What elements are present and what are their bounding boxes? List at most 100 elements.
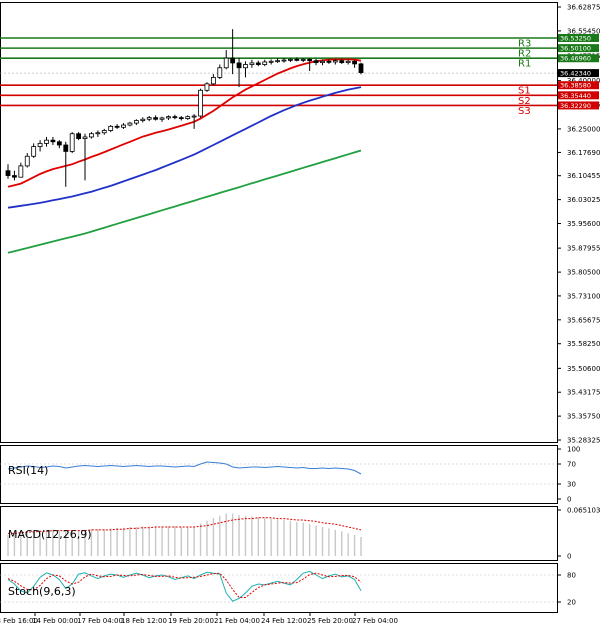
candle-body	[210, 77, 216, 85]
candle-body	[326, 60, 332, 63]
candle-body	[198, 89, 203, 117]
price-tick-label: 35.58250	[567, 340, 600, 348]
stoch-k-line	[7, 570, 362, 602]
time-tick-label: 18 Feb 12:00	[121, 617, 167, 625]
candle-body	[307, 58, 313, 62]
candle-body	[89, 133, 94, 138]
time-tick-label: 19 Feb 20:00	[168, 617, 214, 625]
candle-body	[121, 124, 126, 128]
price-tick-label: 36.10455	[567, 172, 600, 180]
level-tag-bg	[558, 44, 599, 53]
level-tag-bg	[558, 81, 599, 90]
rsi-plot	[0, 461, 557, 485]
candle-body	[82, 136, 88, 139]
candle-body	[12, 175, 17, 178]
candle-body	[172, 116, 178, 119]
level-name-s1: S1	[518, 86, 531, 97]
candle-body	[236, 62, 242, 69]
candle-body	[69, 133, 75, 152]
stoch-plot	[0, 570, 557, 603]
ma-mid-line	[7, 86, 362, 209]
rsi-tick-label: 100	[567, 446, 580, 454]
level-tag-bg	[558, 101, 599, 110]
macd-pane-frame	[0, 506, 558, 561]
rsi-line	[7, 461, 362, 475]
time-tick-label: 27 Feb 04:00	[352, 617, 398, 625]
candle-body	[217, 67, 223, 78]
price-tick-label: 36.25000	[567, 125, 600, 133]
macd-label: MACD(12,26,9)	[8, 528, 92, 541]
price-tick-label: 36.03025	[567, 196, 600, 204]
time-tick-label: 24 Feb 12:00	[261, 617, 307, 625]
candle-body	[281, 59, 287, 62]
price-axes: 36.6287536.5545036.4771536.4000036.32565…	[557, 4, 600, 607]
candle-body	[204, 83, 210, 91]
current-price-tag-bg	[558, 69, 599, 78]
time-tick-label: 13 Feb 16:00	[0, 617, 38, 625]
level-tag-label: 36.35440	[560, 92, 591, 100]
level-tag-label: 36.32290	[560, 102, 591, 110]
main-pane-frame	[0, 2, 558, 443]
rsi-tick-label: 70	[567, 461, 576, 469]
candle-body	[5, 170, 11, 176]
candle-body	[31, 146, 37, 157]
ma-slow-line	[7, 149, 362, 254]
stoch-label: Stoch(9,6,3)	[8, 585, 76, 598]
candle-body	[249, 62, 255, 65]
candle-body	[127, 122, 133, 126]
price-tick-label: 35.87955	[567, 245, 600, 253]
candle-body	[262, 61, 268, 65]
level-tag-label: 36.53250	[560, 34, 591, 42]
candle-body	[275, 60, 280, 63]
price-tick-label: 35.95600	[567, 220, 600, 228]
candle-body	[101, 130, 107, 134]
level-tag-label: 36.50100	[560, 45, 591, 53]
candle-body	[352, 60, 357, 65]
level-name-s3: S3	[518, 106, 531, 117]
stoch-tick-label: 20	[567, 599, 576, 607]
ma-fast-line	[7, 58, 362, 188]
time-tick-label: 25 Feb 20:00	[307, 617, 353, 625]
current-price-tag-label: 36.42340	[560, 70, 591, 78]
level-tag-bg	[558, 54, 599, 63]
candle-body	[140, 118, 146, 121]
candle-body	[313, 60, 319, 64]
candle-body	[223, 57, 229, 69]
stoch-pane-frame	[0, 563, 558, 613]
rsi-tick-label: 30	[567, 481, 576, 489]
time-tick-label: 21 Feb 04:00	[214, 617, 260, 625]
candle-body	[133, 120, 139, 124]
candle-body	[191, 115, 197, 118]
stoch-d-line	[7, 572, 362, 598]
price-tick-label: 35.28325	[567, 437, 600, 445]
candle-body	[95, 132, 101, 135]
level-name-r2: R2	[518, 49, 531, 60]
candle-body	[153, 117, 159, 120]
price-tick-label: 35.80500	[567, 269, 600, 277]
time-tick-label: 14 Feb 00:00	[32, 617, 78, 625]
candle-body	[358, 63, 364, 73]
price-tick-label: 36.62875	[567, 4, 600, 12]
price-tick-label: 35.50600	[567, 365, 600, 373]
price-tick-label: 35.35750	[567, 413, 600, 421]
candle-body	[230, 57, 236, 64]
price-tick-label: 35.65675	[567, 316, 600, 324]
macd-tick-label: 0	[567, 553, 571, 561]
chart-panes	[0, 2, 558, 613]
candle-body	[300, 58, 306, 61]
rsi-tick-label: 0	[567, 496, 571, 504]
candle-body	[146, 117, 152, 120]
candle-body	[18, 165, 24, 178]
candle-body	[243, 64, 248, 69]
candle-body	[332, 60, 338, 63]
level-name-s2: S2	[518, 96, 531, 107]
candle-body	[294, 58, 300, 61]
price-tick-label: 35.43175	[567, 389, 600, 397]
candle-body	[268, 60, 274, 63]
candle-body	[24, 155, 30, 167]
candle-body	[166, 116, 171, 119]
candle-body	[114, 125, 120, 128]
candle-body	[50, 139, 56, 143]
